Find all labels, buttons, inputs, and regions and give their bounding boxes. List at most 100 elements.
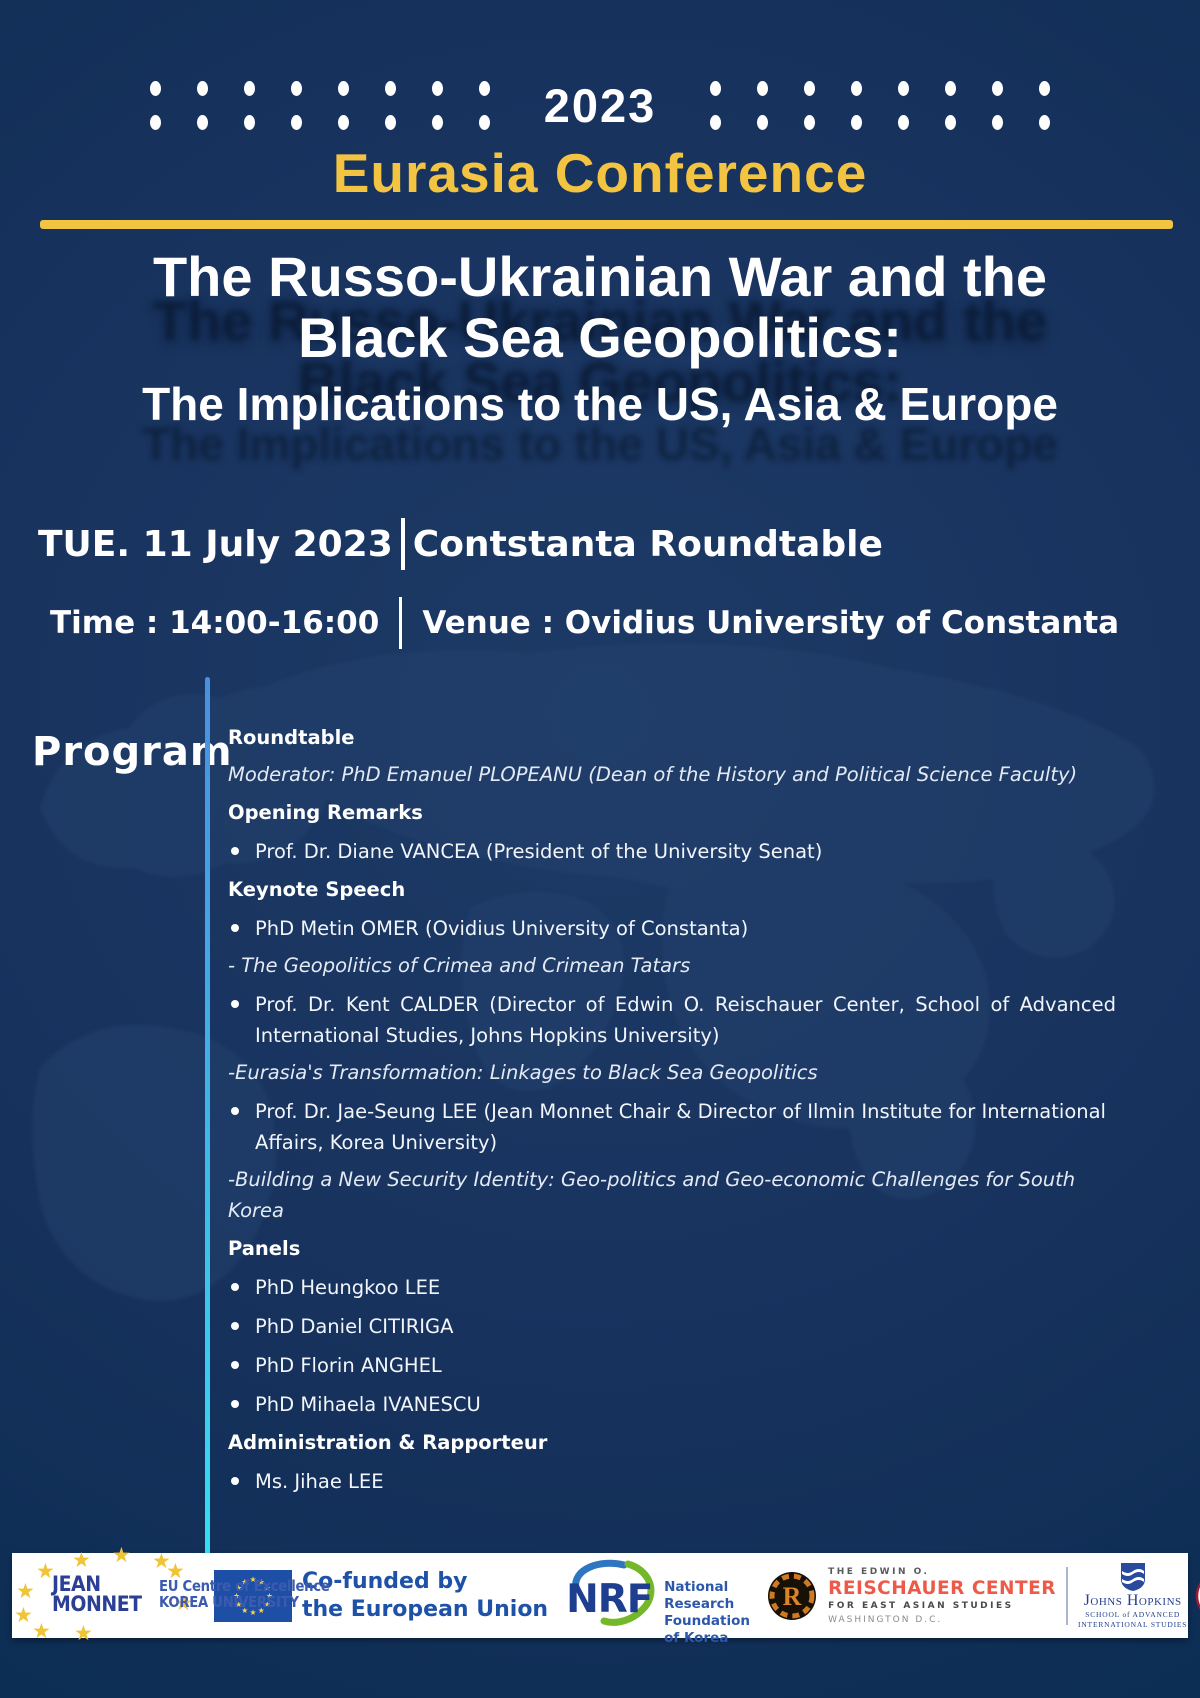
program-vertical-line bbox=[205, 677, 210, 1567]
cofunded-text: Co-funded by the European Union bbox=[302, 1568, 548, 1623]
program-item: PhD Metin OMER (Ovidius University of Co… bbox=[228, 913, 1116, 944]
reischauer-text: THE EDWIN O. REISCHAUER CENTER FOR EAST … bbox=[828, 1567, 1056, 1625]
program-item: - The Geopolitics of Crimea and Crimean … bbox=[228, 954, 691, 977]
nrf-name-line2: Foundation of Korea bbox=[664, 1612, 751, 1646]
footer-divider bbox=[1066, 1566, 1069, 1625]
svg-text:★: ★ bbox=[258, 1577, 265, 1586]
program-item: Moderator: PhD Emanuel PLOPEANU (Dean of… bbox=[228, 763, 1078, 786]
star-icon: ★ bbox=[16, 1579, 35, 1603]
jean-monnet-text: JEAN MONNET EU Centre of Excellence KORE… bbox=[52, 1572, 352, 1616]
nrf-swoosh-icon bbox=[572, 1559, 655, 1626]
jhu-sub-line1: SCHOOL of ADVANCED bbox=[1085, 1609, 1181, 1619]
program-item: -Eurasia's Transformation: Linkages to B… bbox=[228, 1061, 818, 1084]
reischauer-city: WASHINGTON D.C. bbox=[828, 1614, 943, 1625]
event-venue: Venue : Ovidius University of Constanta bbox=[422, 605, 1120, 641]
star-icon: ★ bbox=[72, 1548, 91, 1572]
jm-name-line1: JEAN bbox=[52, 1572, 101, 1596]
event-date-row: TUE. 11 July 2023 Contstanta Roundtable bbox=[38, 518, 1200, 570]
program-label: Program bbox=[32, 729, 233, 775]
jm-sub-line1: EU Centre of Excellence bbox=[158, 1577, 330, 1596]
sponsor-logo-band: ★ ★ ★ ★ ★ ★ ★ ★ ★ ★ JEAN MONNET EU Centr… bbox=[12, 1545, 1200, 1646]
jean-monnet-name: JEAN MONNET bbox=[52, 1572, 142, 1616]
svg-text:★: ★ bbox=[241, 1577, 248, 1586]
conference-name: Eurasia Conference bbox=[332, 142, 868, 204]
svg-text:R: R bbox=[783, 1582, 802, 1611]
event-session: Contstanta Roundtable bbox=[412, 523, 883, 565]
program-item: Prof. Dr. Diane VANCEA (President of the… bbox=[228, 836, 1116, 867]
svg-text:★: ★ bbox=[235, 1599, 242, 1608]
title-line-2: Black Sea Geopolitics: bbox=[298, 306, 902, 369]
program-item: -Building a New Security Identity: Geo-p… bbox=[228, 1168, 1076, 1222]
johns-hopkins-sub: SCHOOL of ADVANCED INTERNATIONAL STUDIES bbox=[1078, 1610, 1187, 1630]
title-line-3: The Implications to the US, Asia & Europ… bbox=[142, 378, 1058, 430]
eu-flag-icon: ★ ★★ ★★★ ★★★ ★★★ bbox=[214, 1569, 292, 1622]
separator-bar bbox=[399, 597, 403, 649]
reischauer-name: REISCHAUER CENTER bbox=[828, 1577, 1057, 1599]
program-item: Panels bbox=[228, 1237, 301, 1260]
decorative-dots-left bbox=[149, 81, 490, 130]
johns-hopkins-name: Johns Hopkins bbox=[1083, 1591, 1182, 1609]
jhu-sub-line2: INTERNATIONAL STUDIES bbox=[1078, 1619, 1188, 1629]
event-time: Time : 14:00-16:00 bbox=[50, 605, 380, 641]
cofunded-line2: the European Union bbox=[302, 1596, 549, 1622]
star-icon: ★ bbox=[32, 1619, 51, 1643]
svg-text:★: ★ bbox=[250, 1575, 257, 1584]
jean-monnet-logo: ★ ★ ★ ★ ★ ★ ★ ★ ★ ★ JEAN MONNET EU Centr… bbox=[14, 1545, 329, 1644]
program-item: PhD Mihaela IVANESCU bbox=[228, 1389, 1116, 1420]
svg-text:★: ★ bbox=[250, 1608, 257, 1617]
svg-text:★: ★ bbox=[258, 1605, 265, 1614]
program-item: PhD Daniel CITIRIGA bbox=[228, 1311, 1116, 1342]
nrf-abbr: NRF bbox=[566, 1577, 653, 1622]
jean-monnet-subtitle: EU Centre of Excellence KOREA UNIVERSITY bbox=[158, 1577, 330, 1611]
svg-text:★: ★ bbox=[266, 1591, 273, 1600]
nrf-logo: NRF National Research Foundation of Kore… bbox=[562, 1553, 758, 1646]
star-icon: ★ bbox=[14, 1603, 33, 1627]
world-map-background bbox=[32, 643, 1155, 1301]
separator-bar bbox=[400, 518, 405, 570]
program-item: Roundtable bbox=[228, 726, 355, 749]
decorative-dots-right bbox=[710, 81, 1051, 130]
program-item: Prof. Dr. Kent CALDER (Director of Edwin… bbox=[228, 989, 1116, 1051]
cofunded-line1: Co-funded by bbox=[302, 1569, 468, 1594]
header: 2023 bbox=[0, 0, 1200, 133]
star-icon: ★ bbox=[36, 1559, 55, 1583]
jm-sub-line2: KOREA UNIVERSITY bbox=[158, 1592, 299, 1611]
johns-hopkins-logo: Johns Hopkins SCHOOL of ADVANCED INTERNA… bbox=[1078, 1562, 1187, 1630]
jm-name-line2: MONNET bbox=[52, 1591, 142, 1616]
yellow-divider-rule bbox=[40, 220, 1173, 229]
star-icon: ★ bbox=[112, 1543, 131, 1567]
star-icon: ★ bbox=[152, 1549, 171, 1573]
reischauer-seal-icon: R bbox=[768, 1571, 817, 1620]
event-time-row: Time : 14:00-16:00 Venue : Ovidius Unive… bbox=[50, 597, 1200, 649]
event-info: TUE. 11 July 2023 Contstanta Roundtable … bbox=[38, 518, 1200, 649]
reischauer-center-logo: R THE EDWIN O. REISCHAUER CENTER FOR EAS… bbox=[766, 1567, 1056, 1625]
korea-university-seal-icon bbox=[1196, 1582, 1200, 1609]
program-item: PhD Heungkoo LEE bbox=[228, 1272, 1116, 1303]
program-item: Administration & Rapporteur bbox=[228, 1431, 548, 1454]
reischauer-pre: THE EDWIN O. bbox=[828, 1566, 930, 1577]
program-item: Prof. Dr. Jae-Seung LEE (Jean Monnet Cha… bbox=[228, 1096, 1116, 1158]
svg-text:★: ★ bbox=[233, 1591, 240, 1600]
nrf-name: National Research Foundation of Korea bbox=[664, 1579, 758, 1647]
svg-text:★: ★ bbox=[241, 1605, 248, 1614]
program-section: Program Roundtable Moderator: PhD Emanue… bbox=[0, 671, 1200, 1571]
svg-text:★: ★ bbox=[264, 1583, 271, 1592]
conference-year: 2023 bbox=[543, 79, 657, 132]
nrf-name-line1: National Research bbox=[664, 1579, 735, 1612]
johns-hopkins-shield-icon bbox=[1120, 1562, 1145, 1591]
star-icon: ★ bbox=[174, 1591, 193, 1615]
svg-text:★: ★ bbox=[235, 1583, 242, 1592]
korea-university-logo: KOREA UNIVERSITY bbox=[1195, 1568, 1200, 1623]
star-icon: ★ bbox=[166, 1559, 185, 1583]
svg-text:★: ★ bbox=[264, 1599, 271, 1608]
program-item: Keynote Speech bbox=[228, 878, 406, 901]
program-list: Roundtable Moderator: PhD Emanuel PLOPEA… bbox=[228, 671, 1116, 1497]
event-date: TUE. 11 July 2023 bbox=[38, 523, 393, 565]
star-icon: ★ bbox=[74, 1621, 93, 1645]
title-line-1: The Russo-Ukrainian War and the bbox=[152, 245, 1048, 308]
reischauer-sub: FOR EAST ASIAN STUDIES bbox=[828, 1600, 1014, 1611]
poster-title: The Russo-Ukrainian War and the Black Se… bbox=[0, 246, 1200, 430]
program-item: PhD Florin ANGHEL bbox=[228, 1350, 1116, 1381]
program-item: Opening Remarks bbox=[228, 801, 423, 824]
